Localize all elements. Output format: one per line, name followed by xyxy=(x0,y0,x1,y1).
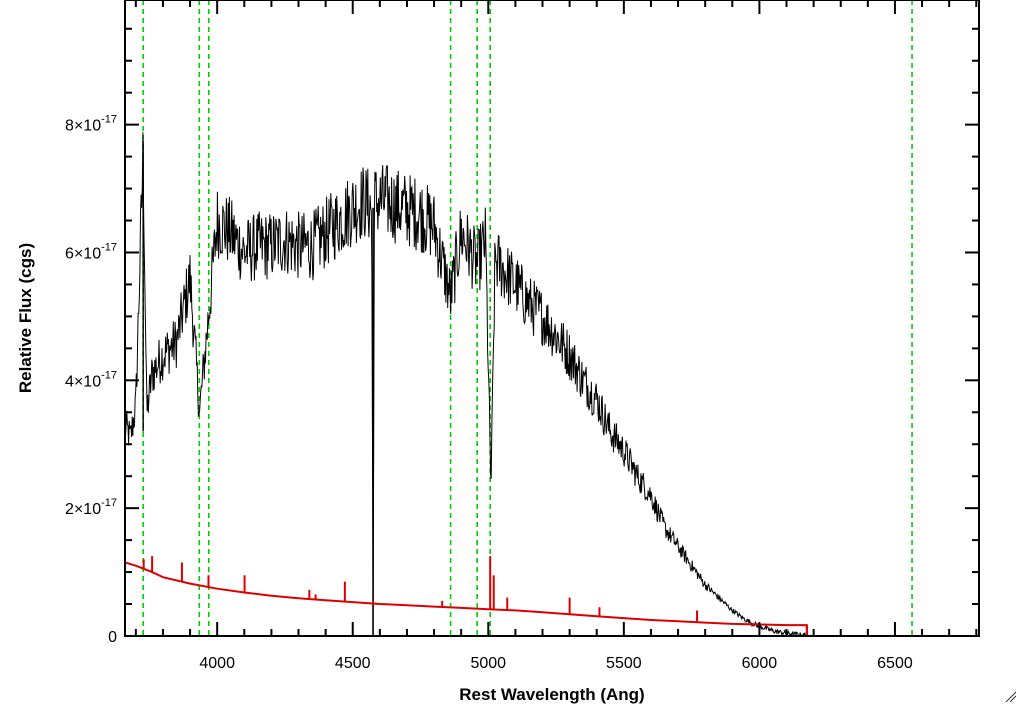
resize-grip-icon[interactable] xyxy=(1004,690,1016,702)
x-tick-label: 5500 xyxy=(606,655,642,672)
x-tick-label: 5000 xyxy=(470,655,506,672)
observed-spectrum-line xyxy=(125,132,808,636)
y-tick-label: 8×10-17 xyxy=(65,114,117,135)
y-axis-title: Relative Flux (cgs) xyxy=(16,243,35,393)
x-tick-label: 4500 xyxy=(335,655,371,672)
y-tick-label: 2×10-17 xyxy=(65,497,117,518)
model-spectrum-line xyxy=(125,561,979,636)
x-axis-title: Rest Wavelength (Ang) xyxy=(459,685,644,704)
plot-frame xyxy=(124,0,980,637)
x-tick-label: 6500 xyxy=(877,655,913,672)
y-tick-label: 4×10-17 xyxy=(65,369,117,390)
y-tick-label: 0 xyxy=(108,629,117,646)
x-tick-label: 4000 xyxy=(199,655,235,672)
y-tick-label: 6×10-17 xyxy=(65,241,117,262)
x-tick-label: 6000 xyxy=(742,655,778,672)
